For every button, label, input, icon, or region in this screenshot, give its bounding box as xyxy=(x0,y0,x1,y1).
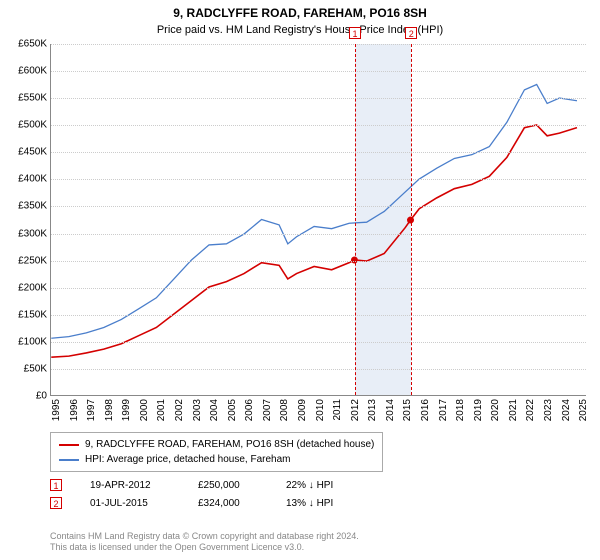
x-tick-label: 2000 xyxy=(139,399,150,421)
x-tick-label: 2016 xyxy=(420,399,431,421)
gridline xyxy=(51,342,586,343)
y-tick-label: £400K xyxy=(18,174,47,185)
sale-price: £324,000 xyxy=(198,498,258,509)
x-tick-label: 2006 xyxy=(244,399,255,421)
y-tick-label: £250K xyxy=(18,255,47,266)
x-tick-label: 2008 xyxy=(279,399,290,421)
y-tick-label: £100K xyxy=(18,336,47,347)
sale-hpi-delta: 13% ↓ HPI xyxy=(286,498,366,509)
legend-label: HPI: Average price, detached house, Fare… xyxy=(85,452,291,467)
x-tick-label: 2018 xyxy=(455,399,466,421)
x-tick-label: 2025 xyxy=(578,399,589,421)
x-tick-label: 1995 xyxy=(51,399,62,421)
gridline xyxy=(51,206,586,207)
y-tick-label: £550K xyxy=(18,93,47,104)
series-line xyxy=(51,84,577,338)
gridline xyxy=(51,369,586,370)
gridline xyxy=(51,152,586,153)
event-vline xyxy=(411,44,412,395)
x-tick-label: 2002 xyxy=(174,399,185,421)
gridline xyxy=(51,179,586,180)
x-tick-label: 2009 xyxy=(297,399,308,421)
x-tick-label: 2024 xyxy=(561,399,572,421)
x-tick-label: 2013 xyxy=(367,399,378,421)
sale-index-box: 1 xyxy=(50,479,62,491)
x-tick-label: 2022 xyxy=(525,399,536,421)
chart-title: 9, RADCLYFFE ROAD, FAREHAM, PO16 8SH xyxy=(0,0,600,22)
event-vline xyxy=(355,44,356,395)
gridline xyxy=(51,44,586,45)
y-tick-label: £500K xyxy=(18,120,47,131)
footer-attribution: Contains HM Land Registry data © Crown c… xyxy=(50,531,359,554)
sale-date: 01-JUL-2015 xyxy=(90,498,170,509)
legend-swatch xyxy=(59,459,79,461)
y-tick-label: £650K xyxy=(18,39,47,50)
gridline xyxy=(51,288,586,289)
legend-item: HPI: Average price, detached house, Fare… xyxy=(59,452,374,467)
x-tick-label: 1997 xyxy=(86,399,97,421)
y-tick-label: £350K xyxy=(18,201,47,212)
gridline xyxy=(51,125,586,126)
sale-row: 1 19-APR-2012 £250,000 22% ↓ HPI xyxy=(50,476,366,494)
x-tick-label: 2020 xyxy=(490,399,501,421)
x-tick-label: 2005 xyxy=(227,399,238,421)
series-line xyxy=(51,125,577,357)
x-tick-label: 2011 xyxy=(332,399,343,421)
sale-price: £250,000 xyxy=(198,480,258,491)
gridline xyxy=(51,71,586,72)
x-tick-label: 2004 xyxy=(209,399,220,421)
y-tick-label: £150K xyxy=(18,309,47,320)
x-tick-label: 2001 xyxy=(156,399,167,421)
y-tick-label: £200K xyxy=(18,282,47,293)
legend-label: 9, RADCLYFFE ROAD, FAREHAM, PO16 8SH (de… xyxy=(85,437,374,452)
footer-line-2: This data is licensed under the Open Gov… xyxy=(50,542,359,554)
x-tick-label: 2017 xyxy=(438,399,449,421)
gridline xyxy=(51,315,586,316)
x-tick-label: 1998 xyxy=(104,399,115,421)
x-tick-label: 2007 xyxy=(262,399,273,421)
x-tick-label: 2003 xyxy=(192,399,203,421)
sale-index-box: 2 xyxy=(50,497,62,509)
event-marker-box: 1 xyxy=(349,27,361,39)
y-tick-label: £0 xyxy=(36,391,47,402)
event-marker-box: 2 xyxy=(405,27,417,39)
x-tick-label: 1999 xyxy=(121,399,132,421)
x-tick-label: 2015 xyxy=(402,399,413,421)
x-tick-label: 2021 xyxy=(508,399,519,421)
legend: 9, RADCLYFFE ROAD, FAREHAM, PO16 8SH (de… xyxy=(50,432,383,472)
sale-hpi-delta: 22% ↓ HPI xyxy=(286,480,366,491)
plot-area: £0£50K£100K£150K£200K£250K£300K£350K£400… xyxy=(50,44,586,396)
y-tick-label: £50K xyxy=(24,363,47,374)
x-tick-label: 2010 xyxy=(315,399,326,421)
chart-subtitle: Price paid vs. HM Land Registry's House … xyxy=(0,22,600,36)
x-tick-label: 2012 xyxy=(350,399,361,421)
gridline xyxy=(51,234,586,235)
sales-table: 1 19-APR-2012 £250,000 22% ↓ HPI 2 01-JUL-201… xyxy=(50,476,366,512)
gridline xyxy=(51,98,586,99)
sale-date: 19-APR-2012 xyxy=(90,480,170,491)
y-tick-label: £300K xyxy=(18,228,47,239)
sale-row: 2 01-JUL-2015 £324,000 13% ↓ HPI xyxy=(50,494,366,512)
y-tick-label: £450K xyxy=(18,147,47,158)
x-tick-label: 2014 xyxy=(385,399,396,421)
legend-swatch xyxy=(59,444,79,446)
x-tick-label: 2019 xyxy=(473,399,484,421)
x-tick-label: 1996 xyxy=(69,399,80,421)
legend-item: 9, RADCLYFFE ROAD, FAREHAM, PO16 8SH (de… xyxy=(59,437,374,452)
x-tick-label: 2023 xyxy=(543,399,554,421)
footer-line-1: Contains HM Land Registry data © Crown c… xyxy=(50,531,359,543)
y-tick-label: £600K xyxy=(18,66,47,77)
gridline xyxy=(51,261,586,262)
